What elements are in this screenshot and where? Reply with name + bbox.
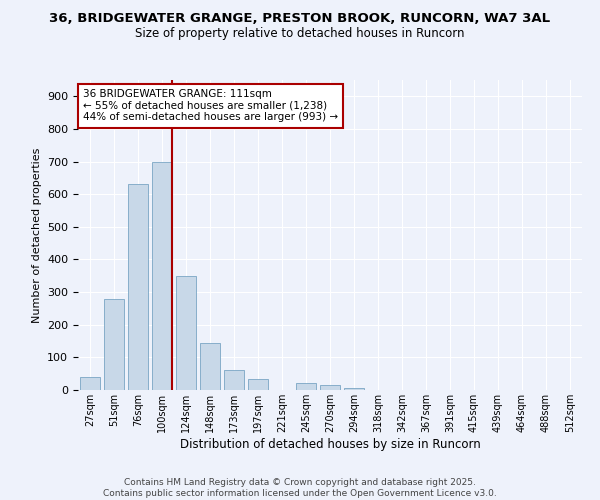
Text: Size of property relative to detached houses in Runcorn: Size of property relative to detached ho… bbox=[135, 28, 465, 40]
Bar bbox=[152, 162, 172, 390]
Bar bbox=[104, 298, 124, 390]
Bar bbox=[296, 384, 316, 390]
Bar bbox=[344, 388, 364, 390]
Y-axis label: Number of detached properties: Number of detached properties bbox=[32, 148, 41, 322]
Bar bbox=[128, 184, 148, 390]
X-axis label: Distribution of detached houses by size in Runcorn: Distribution of detached houses by size … bbox=[179, 438, 481, 450]
Bar bbox=[248, 378, 268, 390]
Bar bbox=[176, 276, 196, 390]
Bar bbox=[80, 377, 100, 390]
Text: 36 BRIDGEWATER GRANGE: 111sqm
← 55% of detached houses are smaller (1,238)
44% o: 36 BRIDGEWATER GRANGE: 111sqm ← 55% of d… bbox=[83, 90, 338, 122]
Bar bbox=[320, 385, 340, 390]
Bar bbox=[200, 342, 220, 390]
Text: Contains HM Land Registry data © Crown copyright and database right 2025.
Contai: Contains HM Land Registry data © Crown c… bbox=[103, 478, 497, 498]
Text: 36, BRIDGEWATER GRANGE, PRESTON BROOK, RUNCORN, WA7 3AL: 36, BRIDGEWATER GRANGE, PRESTON BROOK, R… bbox=[49, 12, 551, 26]
Bar bbox=[224, 370, 244, 390]
